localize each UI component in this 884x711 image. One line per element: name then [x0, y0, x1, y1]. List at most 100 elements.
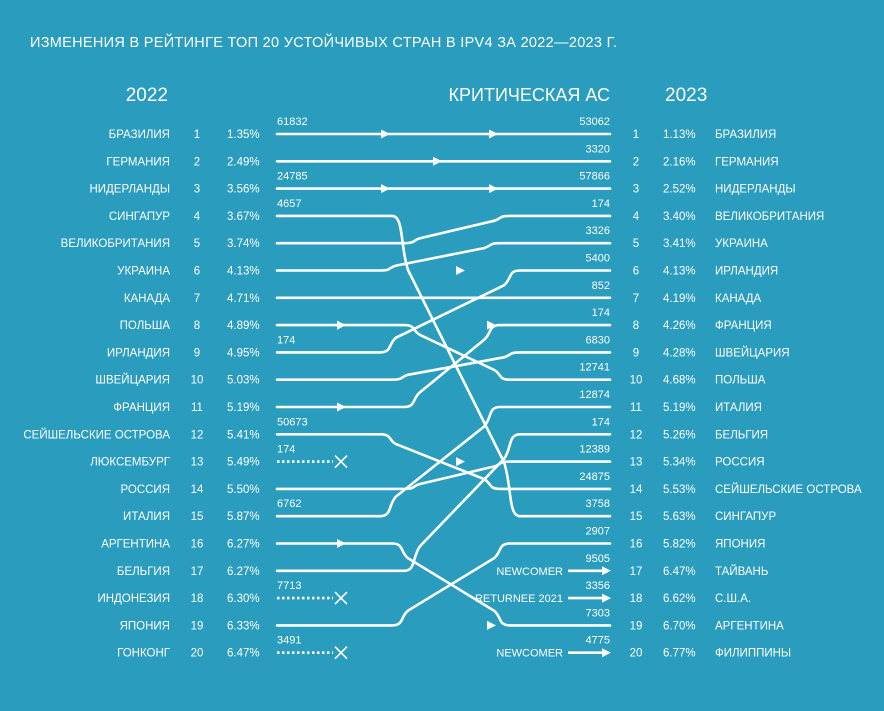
- left-pct-label: 5.03%: [227, 375, 260, 387]
- as-after-label: 53062: [579, 116, 610, 128]
- flow-line: [275, 241, 612, 272]
- right-rank-label: 1: [633, 129, 639, 141]
- right-rank-label: 4: [633, 211, 640, 223]
- right-rank-label: 14: [630, 484, 643, 496]
- as-after-label: 3326: [586, 225, 610, 237]
- right-rank-label: 18: [630, 593, 643, 605]
- left-country-label: ВЕЛИКОБРИТАНИЯ: [61, 238, 170, 250]
- as-after-label: 12389: [579, 444, 610, 456]
- flow-arrow-icon: [602, 648, 611, 658]
- dropout-x-icon: [334, 591, 348, 605]
- right-rank-label: 11: [630, 402, 642, 414]
- right-country-label: БРАЗИЛИЯ: [715, 129, 776, 141]
- as-before-label: 61832: [277, 116, 308, 128]
- flow-arrow-icon: [487, 320, 496, 330]
- left-country-label: СИНГАПУР: [109, 211, 170, 223]
- right-country-label: АРГЕНТИНА: [715, 620, 784, 632]
- left-country-label: КАНАДА: [124, 293, 171, 305]
- flow-arrow-icon: [433, 156, 442, 166]
- left-country-label: БЕЛЬГИЯ: [117, 566, 170, 578]
- flow-arrow-icon: [456, 457, 465, 467]
- as-after-label: 24875: [579, 471, 610, 483]
- as-after-label: 3758: [586, 498, 610, 510]
- flow-tag-label: NEWCOMER: [496, 648, 563, 660]
- right-pct-label: 3.41%: [663, 238, 696, 250]
- left-rank-label: 3: [194, 184, 200, 196]
- left-pct-label: 6.30%: [227, 593, 260, 605]
- left-rank-label: 20: [191, 648, 204, 660]
- as-after-label: 4775: [586, 635, 610, 647]
- left-rank-label: 1: [194, 129, 200, 141]
- left-rank-label: 16: [191, 539, 204, 551]
- right-pct-label: 4.28%: [663, 347, 696, 359]
- left-rank-label: 18: [191, 593, 204, 605]
- right-rank-label: 3: [633, 184, 639, 196]
- left-pct-label: 5.87%: [227, 511, 260, 523]
- as-before-label: 50673: [277, 416, 308, 428]
- flow-line: [275, 351, 612, 381]
- left-country-label: ЯПОНИЯ: [120, 620, 170, 632]
- right-rank-label: 12: [630, 429, 643, 441]
- right-pct-label: 2.52%: [663, 184, 696, 196]
- right-country-label: СИНГАПУР: [715, 511, 776, 523]
- left-rank-label: 14: [191, 484, 204, 496]
- as-before-label: 174: [277, 444, 295, 456]
- as-after-label: 5400: [586, 253, 610, 265]
- right-rank-label: 2: [633, 156, 639, 168]
- right-pct-label: 5.19%: [663, 402, 696, 414]
- flow-arrow-icon: [337, 539, 346, 548]
- flow-arrow-icon: [381, 184, 390, 194]
- left-country-label: БРАЗИЛИЯ: [109, 129, 170, 141]
- right-pct-label: 5.53%: [663, 484, 696, 496]
- flow-arrow-icon: [456, 266, 465, 275]
- as-after-label: 3356: [586, 580, 610, 592]
- right-rank-label: 9: [633, 347, 639, 359]
- left-pct-label: 4.13%: [227, 266, 260, 278]
- left-rank-label: 9: [194, 347, 200, 359]
- flow-tag-label: NEWCOMER: [496, 566, 563, 578]
- left-country-label: ПОЛЬША: [120, 320, 171, 332]
- left-rank-label: 10: [191, 375, 204, 387]
- right-pct-label: 6.47%: [663, 566, 696, 578]
- right-pct-label: 5.34%: [663, 457, 696, 469]
- right-country-label: СЕЙШЕЛЬСКИЕ ОСТРОВА: [715, 483, 862, 496]
- left-pct-label: 5.50%: [227, 484, 260, 496]
- right-pct-label: 6.77%: [663, 648, 696, 660]
- as-before-label: 174: [277, 334, 295, 346]
- left-country-label: ИНДОНЕЗИЯ: [97, 593, 170, 605]
- flow-line: [275, 542, 612, 627]
- flow-line: [275, 214, 612, 245]
- right-pct-label: 6.62%: [663, 593, 696, 605]
- left-pct-label: 5.19%: [227, 402, 260, 414]
- left-country-label: ФРАНЦИЯ: [113, 402, 170, 414]
- flow-arrow-icon: [489, 129, 498, 139]
- right-rank-label: 8: [633, 320, 639, 332]
- left-rank-label: 2: [194, 156, 200, 168]
- flow-arrow-icon: [487, 620, 496, 630]
- right-country-label: БЕЛЬГИЯ: [715, 429, 768, 441]
- left-rank-label: 4: [194, 211, 201, 223]
- as-after-label: 9505: [586, 553, 610, 565]
- left-rank-label: 7: [194, 293, 200, 305]
- header-critical-as: КРИТИЧЕСКАЯ АС: [449, 85, 610, 105]
- header-year-right: 2023: [665, 85, 707, 106]
- right-country-label: ИТАЛИЯ: [715, 402, 762, 414]
- as-after-label: 174: [592, 307, 610, 319]
- left-rank-label: 13: [191, 457, 204, 469]
- left-rank-label: 12: [191, 429, 204, 441]
- as-before-label: 24785: [277, 171, 308, 183]
- left-rank-label: 15: [191, 511, 204, 523]
- right-rank-label: 6: [633, 266, 639, 278]
- as-before-label: 3491: [277, 635, 301, 647]
- right-country-label: ПОЛЬША: [715, 375, 766, 387]
- right-rank-label: 16: [630, 539, 643, 551]
- as-after-label: 7303: [586, 607, 610, 619]
- right-country-label: НИДЕРЛАНДЫ: [715, 184, 796, 196]
- left-pct-label: 5.49%: [227, 457, 260, 469]
- flow-arrow-icon: [602, 593, 611, 603]
- as-after-label: 174: [592, 198, 610, 210]
- right-rank-label: 5: [633, 238, 639, 250]
- as-after-label: 3320: [586, 143, 610, 155]
- right-pct-label: 4.26%: [663, 320, 696, 332]
